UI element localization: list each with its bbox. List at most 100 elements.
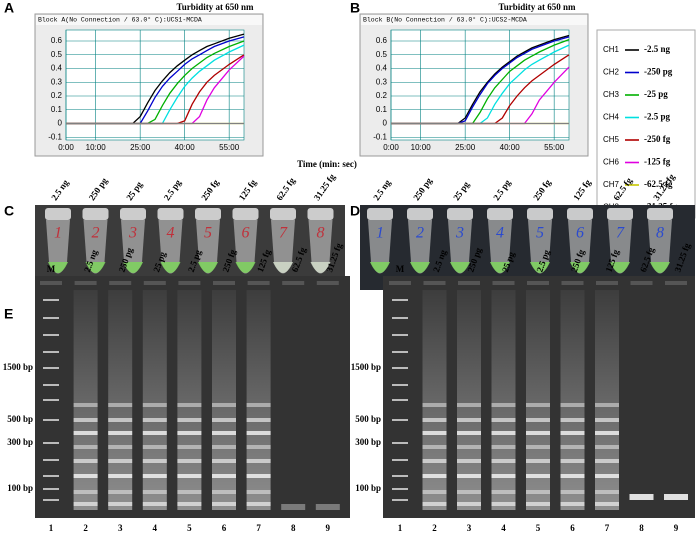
- product-band: [142, 403, 167, 407]
- product-band: [246, 403, 271, 407]
- lane-number: 6: [222, 523, 227, 533]
- y-tick-label: -0.1: [48, 132, 62, 141]
- product-band: [595, 474, 619, 478]
- tube: [448, 220, 472, 274]
- lane-number: 9: [326, 523, 331, 533]
- x-tick-label: 25:00: [130, 143, 151, 152]
- tube: [121, 220, 145, 274]
- panel-label: A: [4, 0, 14, 16]
- product-band: [560, 502, 585, 506]
- product-band: [142, 431, 167, 435]
- legend-label: -250 fg: [644, 134, 671, 144]
- data-line: [391, 36, 570, 125]
- panel-label: E: [4, 306, 13, 322]
- product-band: [560, 418, 585, 422]
- product-band: [142, 445, 167, 449]
- ladder-band: [43, 442, 59, 444]
- well: [527, 281, 549, 285]
- tube-mark: 3: [128, 225, 137, 242]
- product-band: [526, 403, 550, 407]
- tube: [408, 220, 432, 274]
- product-band: [142, 502, 167, 506]
- product-band: [491, 445, 516, 449]
- legend-label: -125 fg: [644, 157, 671, 167]
- tube: [568, 220, 592, 274]
- product-band: [212, 490, 236, 494]
- tube-cap: [567, 208, 593, 220]
- tube-mark: 8: [656, 225, 664, 242]
- product-band: [212, 459, 236, 463]
- ladder-band: [43, 299, 59, 301]
- x-tick-label: 10:00: [411, 143, 432, 152]
- product-band: [108, 445, 133, 449]
- product-band: [212, 502, 236, 506]
- legend-label: -250 pg: [644, 67, 673, 77]
- product-band: [246, 418, 271, 422]
- product-band: [73, 418, 98, 422]
- tube-cap: [270, 208, 296, 220]
- legend-channel: CH6: [603, 158, 620, 167]
- lane-number: 5: [536, 523, 541, 533]
- product-band: [212, 403, 236, 407]
- legend-channel: CH4: [603, 113, 620, 122]
- tube-liquid: [450, 262, 470, 273]
- tube-cap: [120, 208, 146, 220]
- x-tick-label: 25:00: [455, 143, 476, 152]
- y-tick-label: -0.1: [373, 132, 387, 141]
- product-band: [491, 403, 516, 407]
- x-tick-label: 0:00: [58, 143, 74, 152]
- y-tick-label: 0.1: [51, 105, 63, 114]
- product-band: [422, 502, 447, 506]
- tube-cap: [607, 208, 633, 220]
- tube-cap: [527, 208, 553, 220]
- product-band: [560, 474, 585, 478]
- panel-label: B: [350, 0, 360, 16]
- tube: [233, 220, 258, 274]
- ladder-band: [43, 499, 59, 501]
- ladder-band: [392, 317, 408, 319]
- product-band: [560, 403, 585, 407]
- lane-number: 9: [674, 523, 679, 533]
- x-tick-label: 55:00: [219, 143, 240, 152]
- legend-box: [596, 29, 696, 219]
- ladder-band: [43, 419, 59, 421]
- x-axis-label: Time (min: sec): [297, 159, 357, 169]
- product-band: [526, 418, 550, 422]
- product-band: [246, 445, 271, 449]
- legend-channel: CH1: [603, 45, 620, 54]
- product-band: [177, 474, 202, 478]
- window-header: [361, 15, 587, 25]
- product-band: [560, 431, 585, 435]
- ladder-band: [43, 488, 59, 490]
- y-tick-label: 0: [383, 119, 388, 128]
- tube-cap: [487, 208, 513, 220]
- sample-label: 2.5 ng: [371, 177, 393, 202]
- tube-liquid: [490, 262, 510, 273]
- ladder-band: [43, 399, 59, 401]
- x-tick-label: 10:00: [86, 143, 107, 152]
- product-band: [246, 459, 271, 463]
- tube-mark: 1: [54, 225, 62, 242]
- y-tick-label: 0.5: [376, 50, 388, 59]
- sample-label: 250 pg: [87, 175, 110, 202]
- product-band: [73, 445, 98, 449]
- tube: [528, 220, 552, 274]
- product-band: [246, 502, 271, 506]
- lane-number: 2: [432, 523, 437, 533]
- data-line: [66, 33, 245, 125]
- lane-number: 8: [291, 523, 296, 533]
- ladder-band: [392, 488, 408, 490]
- legend-label: -2.5 pg: [644, 112, 671, 122]
- product-band: [595, 459, 619, 463]
- size-label: 100 bp: [355, 483, 381, 493]
- well: [213, 281, 235, 285]
- well: [561, 281, 584, 285]
- sample-label: 2.5 pg: [162, 177, 184, 202]
- product-band: [422, 474, 447, 478]
- size-label: 300 bp: [7, 437, 33, 447]
- y-tick-label: 0.1: [376, 105, 388, 114]
- sample-label: 2.5 ng: [49, 177, 71, 202]
- well: [423, 281, 446, 285]
- sample-label: 25 pg: [451, 179, 471, 202]
